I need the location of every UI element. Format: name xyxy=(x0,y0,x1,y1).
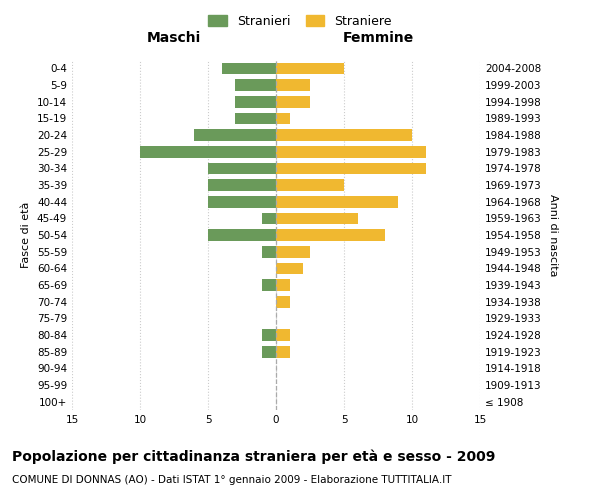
Bar xyxy=(276,329,290,341)
Bar xyxy=(276,129,412,141)
Bar xyxy=(276,196,398,207)
Text: Maschi: Maschi xyxy=(147,31,201,45)
Bar xyxy=(276,346,290,358)
Bar xyxy=(221,62,276,74)
Bar xyxy=(276,279,290,291)
Bar xyxy=(276,296,290,308)
Bar xyxy=(262,329,276,341)
Bar xyxy=(262,246,276,258)
Bar xyxy=(262,346,276,358)
Y-axis label: Anni di nascita: Anni di nascita xyxy=(548,194,558,276)
Bar xyxy=(262,212,276,224)
Bar xyxy=(276,62,344,74)
Bar xyxy=(208,179,276,191)
Bar xyxy=(194,129,276,141)
Text: COMUNE DI DONNAS (AO) - Dati ISTAT 1° gennaio 2009 - Elaborazione TUTTITALIA.IT: COMUNE DI DONNAS (AO) - Dati ISTAT 1° ge… xyxy=(12,475,452,485)
Bar xyxy=(276,229,385,241)
Bar xyxy=(276,112,290,124)
Legend: Stranieri, Straniere: Stranieri, Straniere xyxy=(205,11,395,32)
Bar xyxy=(276,246,310,258)
Bar xyxy=(276,96,310,108)
Bar xyxy=(276,262,303,274)
Bar xyxy=(208,229,276,241)
Bar xyxy=(235,96,276,108)
Bar xyxy=(235,79,276,91)
Bar xyxy=(208,162,276,174)
Bar xyxy=(276,179,344,191)
Bar xyxy=(276,79,310,91)
Bar xyxy=(276,212,358,224)
Bar xyxy=(262,279,276,291)
Bar xyxy=(276,146,425,158)
Bar xyxy=(140,146,276,158)
Text: Femmine: Femmine xyxy=(343,31,413,45)
Text: Popolazione per cittadinanza straniera per età e sesso - 2009: Popolazione per cittadinanza straniera p… xyxy=(12,450,496,464)
Y-axis label: Fasce di età: Fasce di età xyxy=(22,202,31,268)
Bar xyxy=(208,196,276,207)
Bar xyxy=(276,162,425,174)
Bar xyxy=(235,112,276,124)
